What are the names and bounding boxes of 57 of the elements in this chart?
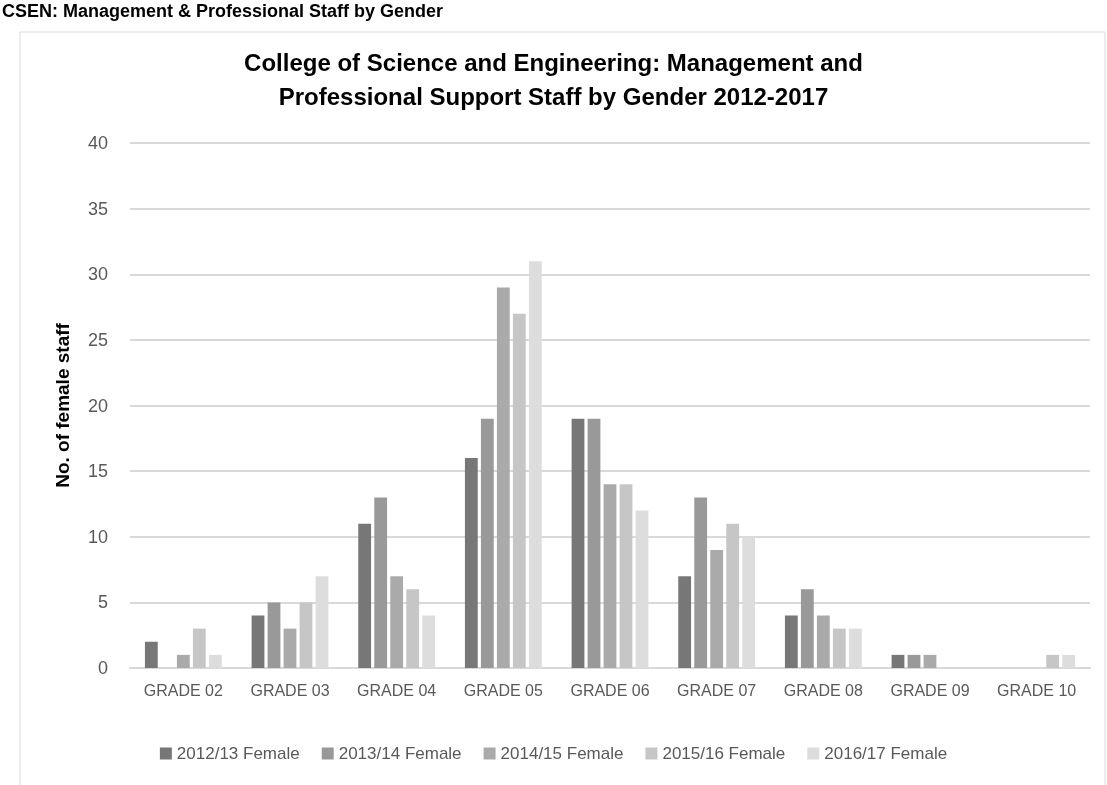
bar [390,576,404,668]
y-tick-label: 40 [87,133,108,153]
y-axis-title: No. of female staff [52,322,73,488]
x-tick-label: GRADE 08 [783,681,864,699]
bar [678,576,692,668]
x-tick-label: GRADE 05 [463,681,544,699]
text: CSEN: Management & Professional Staff by Gender [2,1,444,21]
bar [619,484,633,668]
bar [1046,654,1060,668]
chart-title: College of Science and Engineering: Management and Professional Support Staff by Gender 2012-2017 [244,48,863,110]
bar [832,628,846,668]
bar [907,654,921,668]
y-tick-label: 25 [87,329,108,350]
bar [710,549,724,668]
bar [800,589,814,668]
bar [176,654,190,668]
legend-label: 2015/16 Female [662,744,786,763]
y-tick-label: 30 [87,264,108,285]
bar [251,615,265,668]
bar [694,497,708,668]
x-tick-label: GRADE 02 [143,681,224,699]
y-tick-label: 20 [87,395,108,416]
y-tick-label: 35 [87,198,108,219]
bar [464,458,478,668]
bar [512,313,526,668]
bar [923,654,937,668]
x-tick-label: GRADE 04 [357,681,437,699]
bar [192,628,206,668]
bar [816,615,830,668]
bar [603,484,617,668]
bar [784,615,798,668]
y-tick-label: 5 [97,592,108,613]
bar [358,523,372,668]
x-tick-label: GRADE 07 [677,681,757,699]
bar [283,628,297,668]
bar [726,523,740,668]
legend-label: 2014/15 Female [500,744,624,763]
bar [480,418,494,668]
x-tick-label: GRADE 06 [570,681,650,699]
legend-label: 2012/13 Female [176,744,300,763]
bar [406,589,420,668]
x-tick-label: GRADE 09 [890,681,970,699]
bar [374,497,388,668]
bar [587,418,601,668]
x-tick-label: GRADE 10 [997,681,1077,699]
legend-label: 2016/17 Female [824,744,948,763]
bar [267,602,281,668]
y-tick-label: 0 [97,658,108,678]
bar [496,287,510,668]
bar [144,641,158,668]
y-tick-label: 15 [87,461,108,482]
bar [571,418,585,668]
x-tick-label: GRADE 03 [250,681,330,699]
y-tick-label: 10 [87,526,108,547]
legend-label: 2013/14 Female [338,744,462,763]
bar [891,654,905,668]
bar [299,602,313,668]
